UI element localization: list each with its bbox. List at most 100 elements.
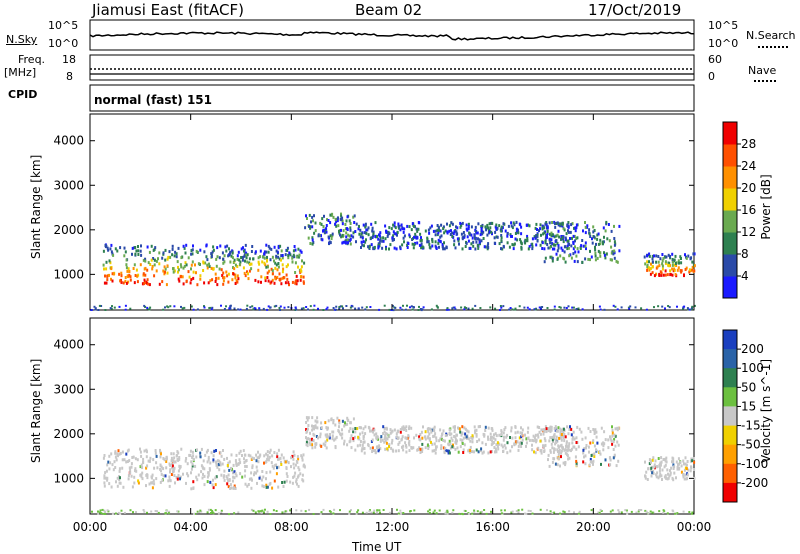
range-cell <box>352 417 355 421</box>
range-cell <box>402 236 405 240</box>
range-cell <box>588 463 591 467</box>
range-cell <box>519 431 522 435</box>
range-cell <box>565 440 568 444</box>
ground-scatter-cell <box>269 513 272 515</box>
colorbar-tick-label: 8 <box>741 247 749 261</box>
range-cell <box>609 437 612 441</box>
ground-scatter-cell <box>156 510 158 513</box>
range-cell <box>173 269 176 273</box>
colorbar-tick-label: 4 <box>741 269 749 283</box>
range-cell <box>226 456 228 460</box>
range-cell <box>352 231 355 235</box>
cpid-value: normal (fast) 151 <box>94 93 212 107</box>
range-cell <box>205 255 208 259</box>
range-cell <box>220 454 223 458</box>
range-cell <box>420 244 423 248</box>
range-cell <box>484 442 487 446</box>
range-cell <box>390 227 393 231</box>
range-cell <box>199 277 202 281</box>
range-cell <box>285 479 288 483</box>
range-cell <box>128 466 131 470</box>
range-cell <box>517 228 519 232</box>
range-cell <box>112 272 115 276</box>
ground-scatter-cell <box>335 305 338 308</box>
range-cell <box>225 270 228 274</box>
ground-scatter-cell <box>471 512 474 515</box>
range-cell <box>510 426 513 430</box>
range-cell <box>214 476 217 480</box>
ground-scatter-cell <box>529 510 532 512</box>
ground-scatter-cell <box>332 512 335 515</box>
range-cell <box>652 456 655 460</box>
range-cell <box>248 262 251 266</box>
range-cell <box>461 442 464 445</box>
range-cell <box>105 267 108 271</box>
range-cell <box>615 259 618 263</box>
range-cell <box>305 443 308 447</box>
range-cell <box>674 254 677 258</box>
range-cell <box>212 486 215 490</box>
ground-scatter-cell <box>304 510 307 513</box>
range-cell <box>644 476 647 480</box>
range-cell <box>235 453 238 457</box>
range-cell <box>289 480 292 484</box>
range-cell <box>582 460 585 464</box>
ground-scatter-cell <box>278 307 281 309</box>
range-cell <box>134 274 137 277</box>
range-cell <box>388 445 390 449</box>
range-cell <box>434 229 437 233</box>
range-cell <box>646 478 649 481</box>
range-cell <box>511 436 514 440</box>
range-cell <box>311 242 314 246</box>
range-cell <box>481 451 484 455</box>
range-cell <box>281 270 284 274</box>
range-cell <box>612 456 615 460</box>
range-cell <box>328 436 331 440</box>
range-cell <box>223 469 226 473</box>
ground-scatter-cell <box>463 308 466 311</box>
range-cell <box>473 450 475 454</box>
range-cell <box>545 430 548 434</box>
range-cell <box>528 245 531 249</box>
range-cell <box>494 447 497 451</box>
range-cell <box>157 257 159 261</box>
range-cell <box>554 462 557 466</box>
range-cell <box>513 242 516 246</box>
ground-scatter-cell <box>342 307 344 310</box>
range-cell <box>111 272 114 276</box>
range-cell <box>166 271 169 275</box>
range-cell <box>201 476 204 480</box>
range-cell <box>439 239 442 243</box>
range-cell <box>319 221 322 225</box>
range-cell <box>440 444 443 448</box>
range-cell <box>431 244 434 248</box>
range-cell <box>222 282 225 286</box>
range-cell <box>614 434 617 438</box>
range-cell <box>650 468 652 472</box>
range-cell <box>133 281 136 285</box>
ground-scatter-cell <box>676 305 678 308</box>
range-cell <box>411 222 414 226</box>
cpid-label: CPID <box>8 88 38 101</box>
range-cell <box>166 257 169 261</box>
range-cell <box>172 467 175 471</box>
range-cell <box>524 238 527 242</box>
range-cell <box>456 232 459 236</box>
ground-scatter-cell <box>281 511 284 514</box>
range-cell <box>159 463 162 467</box>
range-cell <box>520 225 523 229</box>
range-cell <box>520 433 523 437</box>
range-cell <box>401 227 404 231</box>
range-cell <box>205 243 208 247</box>
range-cell <box>396 437 399 440</box>
range-cell <box>610 245 613 249</box>
range-cell <box>520 247 523 251</box>
ground-scatter-cell <box>634 306 637 309</box>
ground-scatter-cell <box>683 305 686 308</box>
range-cell <box>353 221 356 224</box>
range-cell <box>221 251 224 255</box>
range-cell <box>510 221 513 225</box>
range-cell <box>192 486 195 490</box>
colorbar-segment <box>723 276 737 299</box>
ground-scatter-cell <box>266 308 269 311</box>
